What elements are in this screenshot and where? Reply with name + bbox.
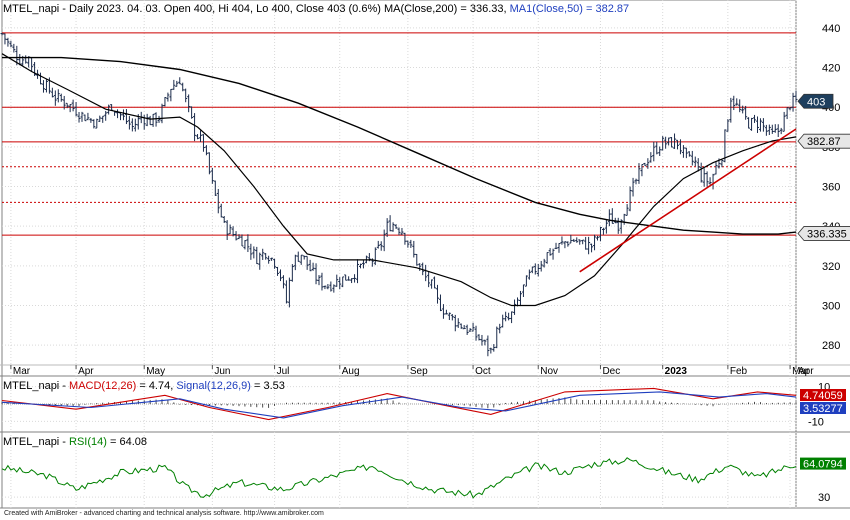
rsi-value-box <box>800 457 846 470</box>
x-tick-label: 2023 <box>665 366 688 377</box>
rsi-y-tick-label: 30 <box>818 492 830 504</box>
x-tick-label: Oct <box>475 366 491 377</box>
ma200-label: MA(Close,200) = 336.33, <box>384 3 510 15</box>
x-tick-label: Mar <box>13 366 31 377</box>
x-tick-label: Nov <box>540 366 558 377</box>
x-tick-label: Sep <box>410 366 428 377</box>
title-text: MTEL_napi - Daily 2023. 04. 03. Open 400… <box>3 3 384 15</box>
y-tick-label: 280 <box>822 340 840 352</box>
y-tick-label: 360 <box>822 182 840 194</box>
main-title: MTEL_napi - Daily 2023. 04. 03. Open 400… <box>3 3 629 15</box>
macd-title-part: Signal(12,26,9) <box>176 380 251 392</box>
macd-y-tick-label: -10 <box>808 416 824 428</box>
x-tick-label: Apr <box>798 366 814 377</box>
y-tick-label: 420 <box>822 63 840 75</box>
price-label: 382.87 <box>807 136 841 148</box>
rsi-title-part: = 64.08 <box>107 436 147 448</box>
x-tick-label: Aug <box>342 366 360 377</box>
trendline <box>579 128 797 273</box>
macd-value-label: 3.53277 <box>803 403 843 415</box>
macd-title-part: MTEL_napi - <box>3 380 69 392</box>
x-tick-label: Jul <box>277 366 290 377</box>
footer-credit: Created with AmiBroker - advanced charti… <box>4 510 324 517</box>
macd-title-part: MACD(12,26) <box>69 380 136 392</box>
macd-value-label: 4.74059 <box>803 390 843 402</box>
price-label: 336.335 <box>807 228 847 240</box>
price-label-box <box>797 93 834 109</box>
y-tick-label: 320 <box>822 261 840 273</box>
y-tick-label: 300 <box>822 301 840 313</box>
x-tick-label: May <box>146 366 165 377</box>
x-tick-label: Feb <box>730 366 748 377</box>
rsi-title-part: MTEL_napi - <box>3 436 69 448</box>
rsi-line <box>1 457 797 499</box>
macd-value-box <box>800 402 846 414</box>
macd-title: MTEL_napi - MACD(12,26) = 4.74, Signal(1… <box>3 380 285 392</box>
x-tick-label: Apr <box>78 366 94 377</box>
signal-line <box>1 391 797 419</box>
ma50-label: MA1(Close,50) = 382.87 <box>510 3 630 15</box>
ma200-line <box>2 56 797 235</box>
rsi-value-label: 64.0794 <box>803 459 843 471</box>
y-tick-label: 440 <box>822 23 840 35</box>
price-label-box <box>797 133 850 149</box>
macd-title-part: = 3.53 <box>251 380 285 392</box>
x-tick-label: Dec <box>602 366 620 377</box>
rsi-title: MTEL_napi - RSI(14) = 64.08 <box>3 436 147 448</box>
price-label-box <box>797 226 850 241</box>
x-tick-label: Jun <box>214 366 230 377</box>
macd-title-part: = 4.74, <box>136 380 176 392</box>
macd-value-box <box>800 389 846 401</box>
ma50-line <box>1 53 797 307</box>
rsi-title-part: RSI(14) <box>69 436 107 448</box>
x-tick-label: Mar <box>792 366 810 377</box>
price-label: 403 <box>807 96 825 108</box>
